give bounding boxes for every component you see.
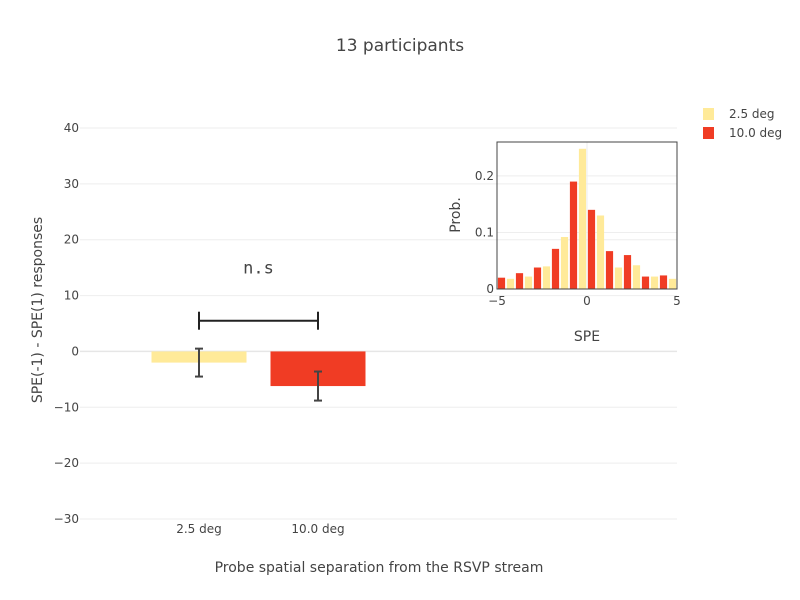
- significance-annotation: n.s: [243, 259, 274, 279]
- inset-bar: [560, 236, 569, 289]
- legend-swatch: [703, 127, 714, 139]
- inset-bar: [551, 248, 560, 289]
- inset-bar: [605, 251, 614, 289]
- inset-x-tick-label: 5: [673, 294, 681, 308]
- inset-bar: [623, 255, 632, 289]
- chart-title: 13 participants: [336, 36, 464, 56]
- y-tick-label: 20: [64, 233, 79, 247]
- y-tick-label: 40: [64, 121, 79, 135]
- main-x-tick-labels: 2.5 deg 10.0 deg: [176, 522, 344, 536]
- inset-bar: [524, 276, 533, 289]
- inset-bar: [515, 273, 524, 289]
- inset-x-tick-labels: −5 0 5: [488, 294, 681, 308]
- inset-bar: [533, 267, 542, 289]
- inset-y-tick-label: 0.2: [475, 169, 494, 183]
- inset-bar: [578, 148, 587, 289]
- y-tick-label: 0: [71, 344, 79, 358]
- main-error-bars: [195, 347, 322, 402]
- inset-bar: [596, 215, 605, 289]
- y-tick-label: −30: [54, 512, 79, 526]
- inset-x-tick-label: −5: [488, 294, 506, 308]
- significance-bracket: [198, 311, 319, 330]
- inset-x-tick-label: 0: [583, 294, 591, 308]
- y-tick-label: −20: [54, 456, 79, 470]
- inset-bar: [668, 278, 677, 289]
- legend: 2.5 deg 10.0 deg: [703, 107, 782, 140]
- x-tick-label: 2.5 deg: [176, 522, 222, 536]
- y-tick-label: 10: [64, 289, 79, 303]
- y-tick-label: 30: [64, 177, 79, 191]
- inset-gridlines: [497, 142, 677, 289]
- legend-label: 10.0 deg: [729, 126, 782, 140]
- inset-bars: [497, 148, 677, 289]
- inset-bar: [569, 181, 578, 289]
- main-y-tick-labels: −30 −20 −10 0 10 20 30 40: [54, 121, 79, 526]
- legend-swatch: [703, 108, 714, 120]
- inset-bar: [497, 277, 506, 289]
- legend-label: 2.5 deg: [729, 107, 775, 121]
- inset-bar: [542, 266, 551, 289]
- y-tick-label: −10: [54, 400, 79, 414]
- y-axis-title: SPE(-1) - SPE(1) responses: [30, 217, 46, 403]
- inset-bar: [659, 275, 668, 289]
- inset-bar: [641, 276, 650, 289]
- inset-y-tick-labels: 0 0.1 0.2: [475, 169, 494, 296]
- inset-bar: [632, 265, 641, 289]
- main-bars: [151, 351, 366, 387]
- inset-y-tick-label: 0: [486, 282, 494, 296]
- inset-histogram: 00.10.2 −5 0 5 SPE Prob.: [448, 141, 681, 345]
- inset-bar: [614, 267, 623, 289]
- inset-bar: [650, 276, 659, 289]
- inset-y-axis-title: Prob.: [448, 197, 464, 233]
- inset-x-axis-title: SPE: [574, 329, 600, 345]
- x-tick-label: 10.0 deg: [291, 522, 344, 536]
- inset-bar: [587, 209, 596, 289]
- inset-y-tick-label: 0.1: [475, 225, 494, 239]
- inset-bar: [506, 278, 515, 289]
- x-axis-title: Probe spatial separation from the RSVP s…: [215, 560, 544, 576]
- inset-frame: [496, 141, 678, 290]
